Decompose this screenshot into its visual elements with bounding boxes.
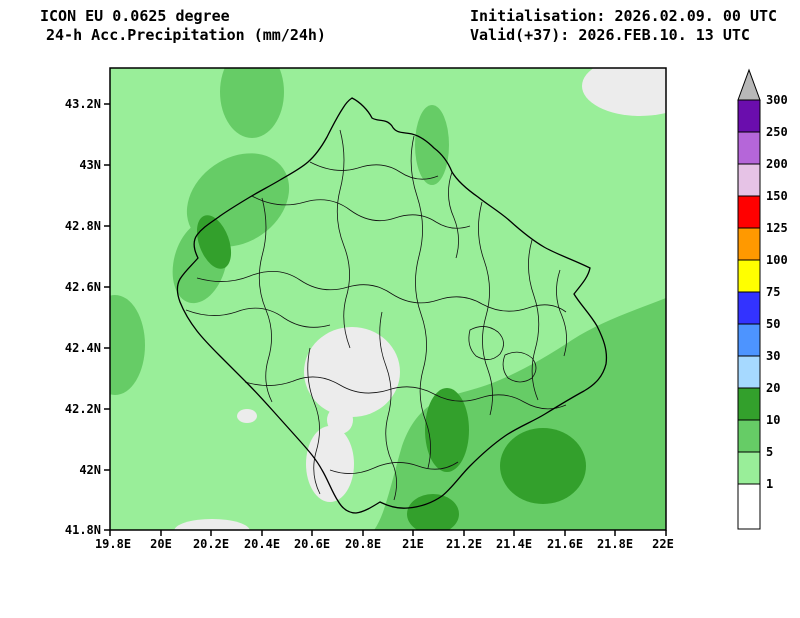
district-boundaries: [185, 129, 567, 501]
colorbar-segment-30-50: [737, 323, 761, 357]
x-tick-label: 20.2E: [193, 537, 229, 551]
y-tick-label: 41.8N: [65, 523, 101, 537]
colorbar-segment-250-300: [737, 99, 761, 133]
colorbar-segment-100-125: [737, 227, 761, 261]
colorbar-segment-75-100: [737, 259, 761, 293]
precip-core-northwest: [196, 215, 232, 269]
colorbar-segment-125-150: [737, 195, 761, 229]
x-tick-label: 22E: [652, 537, 674, 551]
x-tick-label: 20.4E: [244, 537, 280, 551]
dry-spot-west: [237, 409, 257, 423]
colorbar-label: 300: [766, 93, 788, 107]
colorbar-label: 50: [766, 317, 780, 331]
district-boundary-line: [528, 239, 540, 401]
dry-patch-bottom-edge: [174, 519, 250, 530]
precip-core-south-edge: [407, 494, 459, 530]
colorbar-segment-20-30: [737, 355, 761, 389]
district-boundary-line: [478, 201, 493, 416]
dry-patch-northeast-corner: [582, 68, 666, 116]
colorbar-label: 20: [766, 381, 780, 395]
map-canvas: [110, 68, 666, 530]
colorbar: [737, 68, 761, 530]
colorbar-segment-below-1: [737, 483, 761, 530]
district-boundary-line: [336, 129, 351, 349]
colorbar-segment-1-5: [737, 451, 761, 485]
district-boundary-line: [468, 326, 504, 360]
colorbar-label: 200: [766, 157, 788, 171]
map-frame: [109, 67, 667, 531]
colorbar-label: 100: [766, 253, 788, 267]
y-tick-label: 42.8N: [65, 219, 101, 233]
x-tick-label: 20.8E: [345, 537, 381, 551]
product-title: 24-h Acc.Precipitation (mm/24h): [46, 26, 326, 44]
district-boundary-line: [309, 161, 439, 180]
x-tick-label: 21E: [402, 537, 424, 551]
district-boundary-line: [251, 195, 471, 229]
model-title: ICON EU 0.0625 degree: [40, 7, 230, 25]
district-boundary-line: [556, 269, 567, 357]
colorbar-segment-150-200: [737, 163, 761, 197]
precip-patch-north-central-streak: [415, 105, 449, 185]
x-tick-label: 19.8E: [95, 537, 131, 551]
x-tick-label: 20.6E: [294, 537, 330, 551]
y-tick-label: 42.4N: [65, 341, 101, 355]
dry-patch-south-central: [306, 426, 354, 502]
x-axis-ticks: [109, 530, 667, 536]
district-boundary-line: [448, 171, 459, 259]
x-tick-label: 21.2E: [446, 537, 482, 551]
colorbar-label: 250: [766, 125, 788, 139]
colorbar-label: 125: [766, 221, 788, 235]
colorbar-label: 10: [766, 413, 780, 427]
precip-core-southeast: [500, 428, 586, 504]
district-boundary-line: [244, 376, 567, 410]
initialisation-label: Initialisation: 2026.02.09. 00 UTC: [470, 7, 777, 25]
colorbar-label: 30: [766, 349, 780, 363]
kosovo-border-outline: [176, 97, 608, 514]
district-boundary-line: [196, 271, 567, 313]
x-tick-label: 20E: [150, 537, 172, 551]
district-boundary-line: [502, 351, 537, 383]
district-boundary-line: [329, 461, 459, 474]
district-boundary-line: [410, 135, 431, 469]
y-axis-ticks: [104, 103, 110, 531]
y-tick-label: 42.2N: [65, 402, 101, 416]
colorbar-label: 150: [766, 189, 788, 203]
x-tick-label: 21.6E: [547, 537, 583, 551]
colorbar-label: 75: [766, 285, 780, 299]
y-tick-label: 42N: [79, 463, 101, 477]
x-tick-label: 21.8E: [597, 537, 633, 551]
precip-core-south-central: [425, 388, 469, 472]
colorbar-segment-200-250: [737, 131, 761, 165]
colorbar-label: 5: [766, 445, 773, 459]
precip-patch-west-edge: [110, 295, 145, 395]
colorbar-label: 1: [766, 477, 773, 491]
y-tick-label: 43.2N: [65, 97, 101, 111]
x-tick-label: 21.4E: [496, 537, 532, 551]
colorbar-segment-10-20: [737, 387, 761, 421]
colorbar-segment-over-300: [737, 68, 761, 101]
colorbar-segment-5-10: [737, 419, 761, 453]
dry-patch-central-basin: [304, 327, 400, 417]
district-boundary-line: [307, 347, 321, 495]
y-tick-label: 42.6N: [65, 280, 101, 294]
district-boundary-line: [185, 307, 331, 328]
district-boundary-line: [258, 197, 273, 403]
district-boundary-line: [379, 311, 397, 501]
precip-patch-north-edge: [220, 68, 284, 138]
colorbar-segment-50-75: [737, 291, 761, 325]
y-tick-label: 43N: [79, 158, 101, 172]
valid-label: Valid(+37): 2026.FEB.10. 13 UTC: [470, 26, 750, 44]
